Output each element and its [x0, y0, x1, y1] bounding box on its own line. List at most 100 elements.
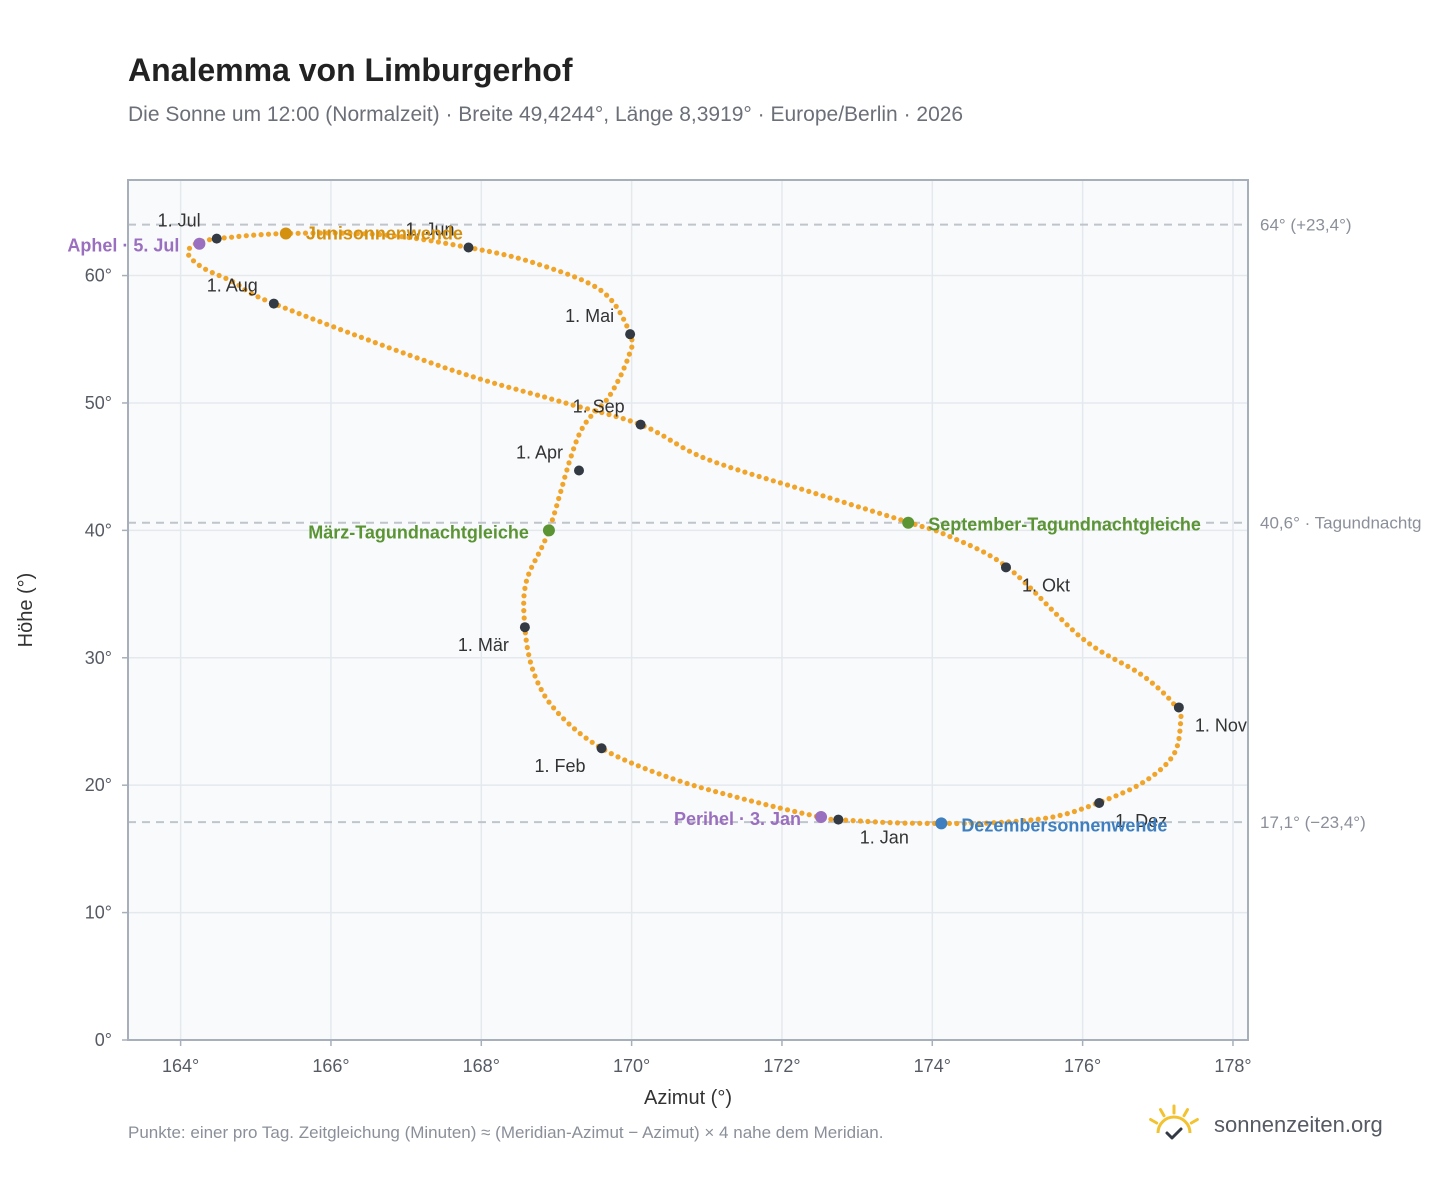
- daily-sun-position: [206, 237, 213, 243]
- daily-sun-position: [558, 488, 564, 494]
- daily-sun-position: [472, 246, 478, 252]
- daily-sun-position: [627, 418, 633, 424]
- daily-sun-position: [763, 476, 769, 482]
- daily-sun-position: [450, 242, 456, 248]
- daily-sun-position: [513, 386, 519, 392]
- daily-sun-position: [273, 231, 279, 237]
- daily-sun-position: [1131, 667, 1137, 673]
- daily-sun-position: [551, 266, 557, 272]
- month-marker: [211, 233, 222, 244]
- daily-sun-position: [799, 486, 805, 492]
- daily-sun-position: [1085, 804, 1091, 810]
- daily-sun-position: [1011, 570, 1017, 576]
- x-tick-label: 174°: [914, 1056, 951, 1076]
- chart-subtitle: Die Sonne um 12:00 (Normalzeit) · Breite…: [128, 103, 964, 126]
- daily-sun-position: [667, 437, 673, 443]
- daily-sun-position: [626, 351, 633, 357]
- daily-sun-position: [674, 441, 680, 447]
- daily-sun-position: [1127, 787, 1133, 793]
- x-tick-label: 178°: [1214, 1056, 1251, 1076]
- daily-sun-position: [1020, 818, 1027, 824]
- daily-sun-position: [527, 659, 534, 665]
- daily-sun-position: [642, 766, 648, 772]
- daily-sun-position: [1144, 675, 1150, 682]
- x-tick-label: 164°: [162, 1056, 199, 1076]
- daily-sun-position: [529, 564, 535, 570]
- daily-sun-position: [1048, 606, 1054, 612]
- daily-sun-position: [983, 820, 990, 826]
- daily-sun-position: [523, 637, 529, 643]
- daily-sun-position: [325, 230, 331, 236]
- daily-sun-position: [223, 275, 229, 281]
- event-label: März-Tagundnachtgleiche: [308, 522, 529, 542]
- month-label: 1. Dez: [1115, 811, 1167, 831]
- daily-sun-position: [351, 332, 358, 338]
- daily-sun-position: [1099, 649, 1105, 655]
- daily-sun-position: [532, 673, 538, 679]
- daily-sun-position: [457, 243, 463, 249]
- daily-sun-position: [624, 323, 630, 329]
- daily-sun-position: [1168, 756, 1174, 762]
- daily-sun-position: [1155, 685, 1161, 691]
- daily-sun-position: [544, 264, 550, 270]
- y-axis-title: Höhe (°): [15, 573, 37, 648]
- daily-sun-position: [613, 413, 619, 420]
- daily-sun-position: [656, 771, 662, 777]
- daily-sun-position: [561, 716, 567, 722]
- daily-sun-position: [190, 258, 197, 264]
- daily-sun-position: [1160, 690, 1167, 696]
- daily-sun-position: [583, 735, 589, 741]
- daily-sun-position: [615, 378, 621, 384]
- daily-sun-position: [698, 785, 704, 791]
- daily-sun-position: [799, 810, 805, 816]
- daily-sun-position: [358, 334, 364, 340]
- daily-sun-position: [542, 538, 548, 544]
- daily-sun-position: [820, 493, 826, 499]
- daily-sun-position: [542, 693, 548, 699]
- daily-sun-position: [508, 253, 514, 259]
- daily-sun-position: [538, 686, 544, 693]
- daily-sun-position: [940, 531, 946, 537]
- daily-sun-position: [186, 245, 193, 251]
- sun-check-icon: [1146, 1103, 1202, 1148]
- daily-sun-position: [1112, 656, 1118, 663]
- daily-sun-position: [421, 237, 427, 243]
- daily-sun-position: [621, 316, 627, 322]
- x-tick-label: 172°: [763, 1056, 800, 1076]
- daily-sun-position: [347, 230, 353, 236]
- daily-sun-position: [572, 274, 578, 280]
- daily-sun-position: [186, 252, 192, 258]
- daily-sun-position: [624, 358, 630, 364]
- daily-sun-position: [265, 231, 272, 237]
- daily-sun-position: [728, 465, 734, 471]
- daily-sun-position: [843, 817, 849, 823]
- daily-sun-position: [477, 376, 483, 382]
- daily-sun-position: [705, 787, 712, 793]
- daily-sun-position: [549, 517, 556, 523]
- daily-sun-position: [618, 372, 624, 378]
- daily-sun-position: [727, 792, 733, 799]
- daily-sun-position: [302, 230, 309, 236]
- daily-sun-position: [621, 365, 627, 371]
- x-tick-label: 170°: [613, 1056, 650, 1076]
- daily-sun-position: [792, 808, 798, 815]
- daily-sun-position: [428, 360, 434, 366]
- brand[interactable]: sonnenzeiten.org: [1146, 1100, 1383, 1150]
- plot-frame: [127, 179, 1249, 1041]
- daily-sun-position: [865, 818, 871, 825]
- event-marker: [279, 227, 292, 240]
- y-tick-label: 50°: [85, 393, 112, 413]
- daily-sun-position: [628, 760, 635, 766]
- daily-sun-position: [331, 324, 337, 330]
- daily-sun-position: [946, 820, 953, 827]
- daily-sun-position: [607, 391, 614, 397]
- daily-sun-position: [677, 778, 683, 784]
- daily-sun-position: [713, 789, 719, 795]
- daily-sun-position: [684, 780, 690, 787]
- daily-sun-position: [756, 800, 762, 806]
- daily-sun-position: [635, 763, 641, 769]
- daily-sun-position: [537, 262, 543, 268]
- daily-sun-position: [598, 403, 604, 409]
- daily-sun-position: [954, 537, 960, 543]
- daily-sun-position: [529, 666, 536, 672]
